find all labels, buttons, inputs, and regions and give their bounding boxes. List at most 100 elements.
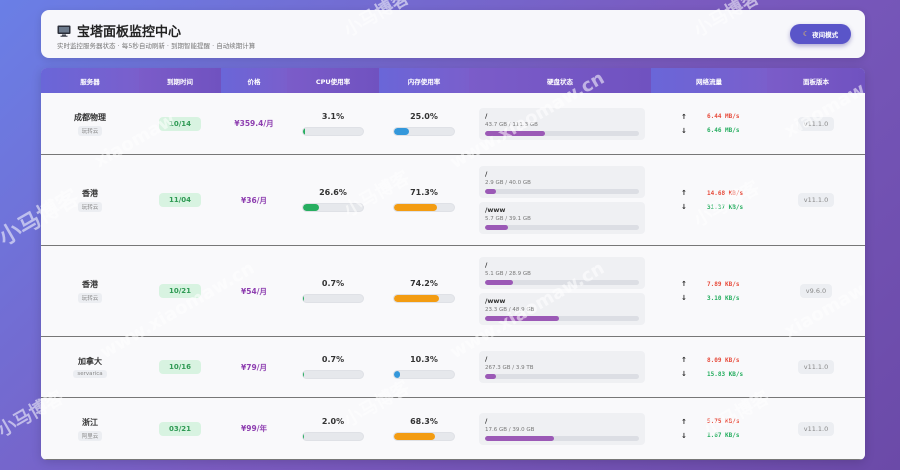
server-name: 浙江 [82, 417, 98, 427]
memory-usage-bar [393, 431, 455, 441]
disk-item: / 2.9 GB / 40.0 GB [479, 166, 645, 198]
disk-cell: / 5.1 GB / 28.9 GB /www 23.3 GB / 48.9 G… [479, 246, 661, 336]
network-upload: ↑ 8.09 KB/s [681, 356, 797, 364]
disk-path: /www [485, 206, 506, 214]
cpu-cell: 0.7% [287, 337, 379, 397]
disk-item: / 267.3 GB / 3.9 TB [479, 351, 645, 383]
price-value: ¥99/年 [241, 424, 267, 433]
column-header-memory[interactable]: 内存使用率 [379, 68, 469, 93]
expiry-badge: 03/21 [158, 421, 202, 436]
memory-percent: 10.3% [410, 355, 438, 364]
table-row[interactable]: 香港 玩转云 10/21 ¥54/月 0.7% 74.2% [41, 246, 865, 337]
network-upload: ↑ 14.68 KB/s [681, 189, 797, 197]
disk-usage-fill [485, 280, 513, 285]
server-name: 加拿大 [78, 357, 102, 366]
network-download: ↓ 6.46 MB/s [681, 127, 797, 135]
night-mode-label: 夜间模式 [812, 31, 839, 39]
cpu-cell: 3.1% [287, 93, 379, 154]
price-value: ¥79/月 [241, 362, 267, 372]
server-cell: 成都物理 玩转云 [41, 93, 139, 154]
column-header-price[interactable]: 价格 [221, 68, 287, 93]
memory-usage-fill [394, 204, 437, 211]
memory-cell: 10.3% [379, 337, 469, 397]
network-download: ↓ 1.67 KB/s [681, 432, 797, 440]
server-cell: 浙江 阿里云 [41, 398, 139, 459]
moon-icon: ☾ [802, 30, 810, 38]
upload-speed: 8.09 KB/s [707, 356, 740, 364]
upload-speed: 7.89 KB/s [707, 280, 740, 288]
network-upload: ↑ 5.75 KB/s [681, 418, 797, 426]
version-cell: v11.1.0 [767, 337, 865, 397]
panel-version-badge: v11.1.0 [797, 116, 835, 131]
disk-usage-fill [485, 316, 559, 321]
expiry-badge: 10/21 [158, 284, 202, 298]
memory-usage-fill [394, 295, 439, 302]
cpu-percent: 26.6% [319, 188, 347, 197]
network-download: ↓ 15.83 KB/s [681, 370, 797, 378]
disk-usage-bar [485, 435, 639, 441]
memory-percent: 71.3% [410, 188, 438, 197]
disk-path: / [485, 355, 488, 363]
panel-version-badge: v11.1.0 [797, 193, 835, 207]
provider-tag: 玩转云 [77, 293, 103, 303]
disk-usage-fill [485, 225, 509, 230]
cpu-usage-bar [302, 370, 364, 379]
cpu-usage-fill [303, 127, 305, 135]
cpu-usage-fill [303, 371, 305, 378]
upload-speed: 14.68 KB/s [707, 189, 744, 197]
memory-usage-fill [394, 127, 409, 135]
expiry-cell: 10/14 [139, 93, 221, 154]
disk-path: / [485, 170, 488, 178]
server-name: 香港 [82, 189, 98, 198]
cpu-usage-bar [302, 294, 364, 303]
table-row[interactable]: 浙江 阿里云 03/21 ¥99/年 2.0% 68.3% [41, 398, 865, 460]
table-row[interactable]: 香港 玩转云 11/04 ¥36/月 26.6% 71.3% [41, 155, 865, 246]
cpu-percent: 3.1% [321, 111, 345, 121]
memory-cell: 71.3% [379, 155, 469, 245]
panel-version-badge: v11.1.0 [797, 360, 835, 374]
expiry-cell: 10/21 [139, 246, 221, 336]
disk-usage-bar [485, 130, 639, 136]
price-cell: ¥36/月 [221, 155, 287, 245]
price-cell: ¥79/月 [221, 337, 287, 397]
download-speed: 6.46 MB/s [707, 127, 740, 134]
expiry-cell: 11/04 [139, 155, 221, 245]
expiry-cell: 10/16 [139, 337, 221, 397]
column-header-server[interactable]: 服务器 [41, 68, 139, 93]
table-row[interactable]: 加拿大 servarica 10/16 ¥79/月 0.7% 10.3% [41, 337, 865, 398]
table-row[interactable]: 成都物理 玩转云 10/14 ¥359.4/月 3.1% 25.0% [41, 93, 865, 155]
disk-usage-bar [485, 316, 639, 321]
network-cell: ↑ 7.89 KB/s ↓ 3.10 KB/s [681, 246, 797, 336]
upload-speed: 6.44 MB/s [707, 113, 740, 120]
cpu-usage-fill [303, 295, 305, 302]
price-value: ¥54/月 [241, 286, 267, 296]
disk-size: 267.3 GB / 3.9 TB [485, 365, 534, 371]
network-upload: ↑ 6.44 MB/s [681, 113, 797, 121]
column-header-disk[interactable]: 硬盘状态 [469, 68, 651, 93]
upload-speed: 5.75 KB/s [707, 418, 740, 425]
cpu-cell: 26.6% [287, 155, 379, 245]
network-upload: ↑ 7.89 KB/s [681, 280, 797, 288]
download-speed: 3.10 KB/s [707, 294, 740, 302]
cpu-percent: 2.0% [321, 416, 345, 426]
disk-path: / [485, 111, 488, 120]
column-header-cpu[interactable]: CPU使用率 [287, 68, 379, 93]
monitor-icon [57, 25, 71, 37]
memory-usage-bar [393, 294, 455, 303]
night-mode-button[interactable]: ☾ 夜间模式 [790, 24, 851, 44]
memory-cell: 68.3% [379, 398, 469, 459]
expiry-badge: 10/16 [158, 360, 202, 374]
server-cell: 加拿大 servarica [41, 337, 139, 397]
disk-usage-fill [485, 374, 496, 379]
column-header-network[interactable]: 网络流量 [651, 68, 767, 93]
network-download: ↓ 3.10 KB/s [681, 294, 797, 302]
disk-path: / [485, 416, 488, 425]
arrow-down-icon: ↓ [681, 126, 687, 135]
disk-usage-bar [485, 374, 639, 379]
column-header-version[interactable]: 面板版本 [767, 68, 865, 93]
memory-percent: 74.2% [410, 279, 438, 288]
download-speed: 15.83 KB/s [707, 370, 744, 378]
network-cell: ↑ 6.44 MB/s ↓ 6.46 MB/s [681, 93, 797, 154]
column-header-expiry[interactable]: 到期时间 [139, 68, 221, 93]
network-cell: ↑ 14.68 KB/s ↓ 31.37 KB/s [681, 155, 797, 245]
